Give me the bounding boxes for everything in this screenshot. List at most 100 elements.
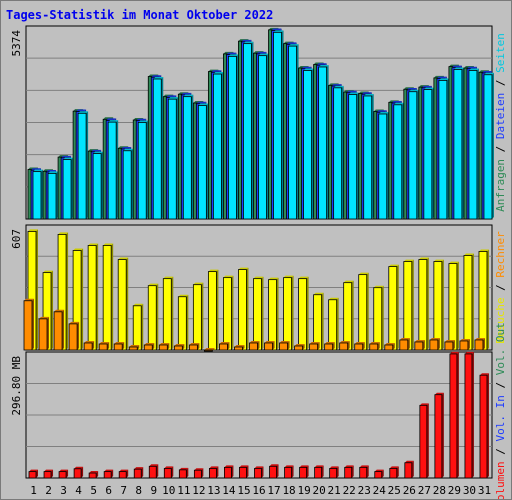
x-tick-label-4: 4 [75, 484, 82, 497]
bar-volumen-27 [419, 403, 429, 479]
bar-besuche-11 [177, 294, 189, 351]
x-tick-label-17: 17 [267, 484, 280, 497]
bar-rechner-12 [188, 342, 200, 351]
bar-volumen-4 [73, 466, 84, 479]
x-tick-label-7: 7 [120, 484, 127, 497]
bar-besuche-30 [463, 253, 474, 351]
bar-besuche-10 [162, 276, 174, 351]
bar-seiten-31 [483, 72, 494, 220]
bar-rechner-9 [143, 342, 155, 351]
bar-besuche-22 [343, 280, 354, 351]
bar-volumen-19 [299, 465, 309, 479]
x-tick-label-30: 30 [463, 484, 476, 497]
bar-volumen-31 [479, 373, 489, 479]
bar-seiten-28 [438, 78, 449, 220]
x-tick-label-6: 6 [105, 484, 112, 497]
bar-besuche-20 [313, 292, 324, 351]
x-tick-label-18: 18 [282, 484, 295, 497]
y-max-label-bottom: 296.80 MB [10, 356, 23, 416]
bar-seiten-8 [137, 120, 149, 220]
bar-besuche-28 [433, 259, 444, 351]
bar-seiten-13 [212, 72, 224, 220]
bar-rechner-24 [369, 341, 380, 351]
bar-rechner-16 [249, 340, 260, 351]
bar-seiten-21 [333, 85, 344, 220]
x-tick-label-29: 29 [448, 484, 461, 497]
bar-rechner-26 [399, 337, 410, 351]
bar-besuche-5 [87, 243, 99, 351]
bar-besuche-6 [102, 243, 114, 351]
x-tick-label-27: 27 [418, 484, 431, 497]
bar-volumen-6 [103, 469, 114, 479]
chart-title: Tages-Statistik im Monat Oktober 2022 [6, 8, 274, 22]
bar-volumen-22 [344, 465, 354, 479]
bar-seiten-7 [122, 148, 134, 220]
bar-seiten-15 [243, 41, 254, 220]
bar-seiten-22 [348, 92, 359, 220]
x-tick-label-9: 9 [150, 484, 157, 497]
bar-volumen-25 [389, 466, 399, 479]
bar-rechner-7 [113, 341, 125, 351]
bar-rechner-30 [459, 338, 470, 351]
bar-volumen-23 [359, 465, 369, 479]
bar-besuche-17 [268, 277, 279, 351]
bar-seiten-23 [363, 93, 374, 220]
side-legend-top: Anfragen / Dateien / Seiten [494, 33, 507, 212]
bar-volumen-14 [224, 465, 234, 479]
bar-rechner-11 [173, 343, 185, 351]
bar-volumen-17 [269, 464, 279, 479]
x-tick-label-11: 11 [177, 484, 190, 497]
bar-seiten-19 [303, 68, 314, 220]
bar-besuche-24 [373, 285, 384, 351]
x-tick-label-3: 3 [60, 484, 67, 497]
bar-seiten-29 [453, 67, 464, 220]
bar-besuche-29 [448, 261, 459, 351]
bar-seiten-2 [47, 171, 59, 220]
bar-seiten-27 [423, 87, 434, 220]
bar-rechner-5 [83, 340, 95, 351]
bar-rechner-2 [38, 316, 50, 351]
bar-seiten-18 [288, 44, 299, 220]
bar-rechner-31 [474, 337, 485, 351]
bar-besuche-13 [207, 269, 219, 351]
bar-volumen-9 [148, 464, 159, 479]
bar-rechner-8 [128, 344, 140, 351]
bar-rechner-27 [414, 339, 425, 351]
bar-besuche-26 [403, 259, 414, 351]
x-tick-label-25: 25 [388, 484, 401, 497]
bar-seiten-17 [273, 30, 284, 220]
bar-rechner-28 [429, 337, 440, 351]
bar-volumen-13 [208, 466, 219, 479]
bar-seiten-24 [378, 111, 389, 220]
bar-volumen-15 [239, 465, 249, 479]
x-tick-label-19: 19 [297, 484, 310, 497]
bar-volumen-12 [193, 468, 204, 479]
bar-seiten-6 [107, 120, 119, 220]
x-tick-label-28: 28 [433, 484, 446, 497]
bar-seiten-1 [32, 169, 43, 220]
bar-volumen-8 [133, 467, 144, 479]
x-tick-label-16: 16 [252, 484, 265, 497]
bar-volumen-1 [28, 469, 38, 479]
x-tick-label-13: 13 [207, 484, 220, 497]
bar-rechner-13 [203, 348, 215, 352]
x-tick-label-10: 10 [162, 484, 175, 497]
bar-seiten-26 [408, 89, 419, 220]
bar-seiten-20 [318, 64, 329, 220]
bar-volumen-30 [464, 351, 474, 479]
bar-besuche-23 [358, 272, 369, 351]
bar-rechner-4 [68, 321, 80, 351]
bar-rechner-10 [158, 342, 170, 351]
bar-besuche-8 [132, 303, 144, 351]
bar-seiten-4 [77, 111, 89, 220]
bar-seiten-3 [62, 157, 74, 220]
y-max-label-middle: 607 [10, 229, 23, 249]
x-tick-label-22: 22 [343, 484, 356, 497]
bar-besuche-7 [117, 257, 129, 351]
side-legend-bottom: Volumen / Vol. In / Vol. Out [494, 322, 507, 499]
bar-rechner-15 [234, 344, 245, 351]
bar-seiten-14 [228, 54, 239, 220]
bar-volumen-2 [43, 469, 54, 479]
bar-besuche-31 [478, 249, 489, 351]
bar-besuche-9 [147, 283, 159, 351]
